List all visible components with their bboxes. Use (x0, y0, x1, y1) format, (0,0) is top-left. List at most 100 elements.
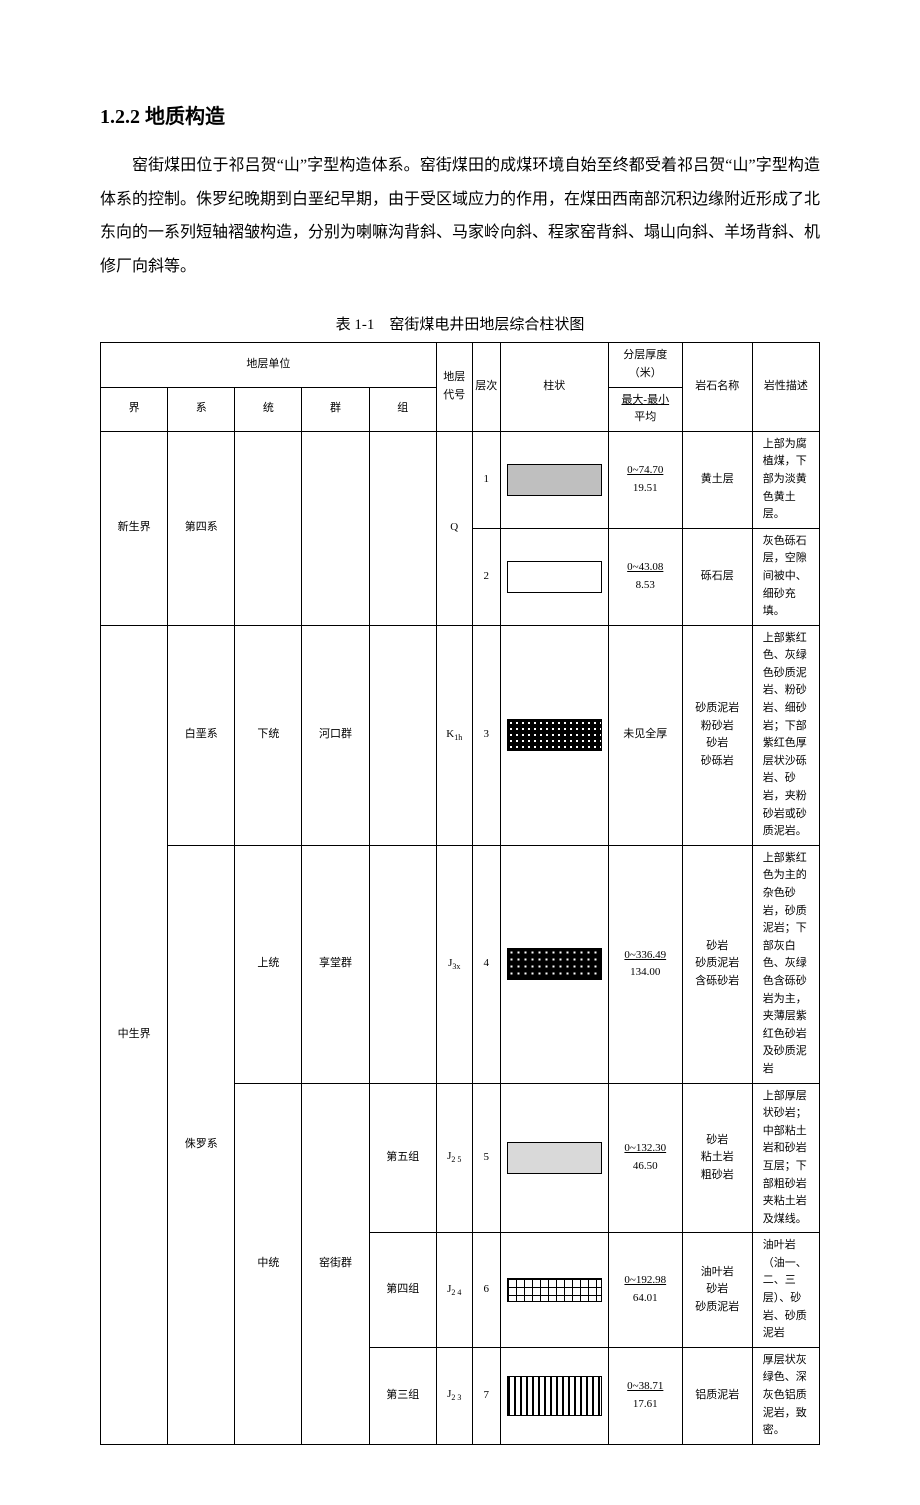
hdr-code: 地层代号 (436, 343, 472, 431)
cell-seq: 3 (472, 625, 500, 845)
cell-qun: 河口群 (302, 625, 369, 845)
hdr-qun: 群 (302, 387, 369, 431)
cell-code: J2 5 (436, 1083, 472, 1233)
cell-zu (369, 625, 436, 845)
cell-code: J3x (436, 845, 472, 1083)
thick-avg: 19.51 (633, 482, 658, 494)
cell-seq: 5 (472, 1083, 500, 1233)
thick-range: 0~38.71 (627, 1380, 663, 1392)
hdr-seq: 层次 (472, 343, 500, 431)
hdr-unit-group: 地层单位 (101, 343, 437, 387)
cell-zu: 第四组 (369, 1233, 436, 1348)
cell-pattern (500, 528, 608, 625)
hdr-thick-range: 最大-最小 (621, 394, 669, 406)
cell-rockname: 油叶岩砂岩砂质泥岩 (682, 1233, 752, 1348)
pattern-swatch (507, 1142, 602, 1174)
hdr-jie: 界 (101, 387, 168, 431)
cell-rockdesc: 灰色砾石层，空隙间被中、细砂充填。 (752, 528, 819, 625)
cell-thick: 0~38.71 17.61 (608, 1347, 682, 1444)
cell-rockdesc: 上部紫红色为主的杂色砂岩，砂质泥岩；下部灰白色、灰绿色含砾砂岩为主，夹薄层紫红色… (752, 845, 819, 1083)
cell-rockname: 砂岩砂质泥岩含砾砂岩 (682, 845, 752, 1083)
cell-rockdesc: 上部为腐植煤，下部为淡黄色黄土层。 (752, 431, 819, 528)
cell-qun (302, 431, 369, 625)
cell-rockdesc: 上部紫红色、灰绿色砂质泥岩、粉砂岩、细砂岩；下部紫红色厚层状沙砾岩、砂岩，夹粉砂… (752, 625, 819, 845)
table-header-row: 地层单位 地层代号 层次 柱状 分层厚度（米） 岩石名称 岩性描述 (101, 343, 820, 387)
cell-pattern (500, 1083, 608, 1233)
thick-avg: 64.01 (633, 1292, 658, 1304)
cell-tong: 上统 (235, 845, 302, 1083)
hdr-pattern: 柱状 (500, 343, 608, 431)
pattern-swatch (507, 719, 602, 751)
hdr-rockname: 岩石名称 (682, 343, 752, 431)
cell-code: K1h (436, 625, 472, 845)
cell-tong: 下统 (235, 625, 302, 845)
cell-rockname: 砂质泥岩粉砂岩砂岩砂砾岩 (682, 625, 752, 845)
thick-range: 0~43.08 (627, 561, 663, 573)
cell-thick: 0~74.70 19.51 (608, 431, 682, 528)
hdr-thick-top: 分层厚度（米） (608, 343, 682, 387)
cell-code: J2 4 (436, 1233, 472, 1348)
thick-avg: 17.61 (633, 1398, 658, 1410)
cell-code: Q (436, 431, 472, 625)
cell-tong: 中统 (235, 1083, 302, 1444)
cell-tong (235, 431, 302, 625)
cell-rockname: 铝质泥岩 (682, 1347, 752, 1444)
hdr-tong: 统 (235, 387, 302, 431)
cell-jie: 中生界 (101, 625, 168, 1444)
cell-rockdesc: 厚层状灰绿色、深灰色铝质泥岩，致密。 (752, 1347, 819, 1444)
pattern-swatch (507, 1278, 602, 1302)
hdr-thick-avg: 平均 (634, 411, 656, 423)
thick-avg: 134.00 (630, 966, 660, 978)
cell-rockname: 黄土层 (682, 431, 752, 528)
pattern-swatch (507, 464, 602, 496)
thick-range: 0~192.98 (624, 1274, 666, 1286)
table-caption: 表 1-1 窑街煤电井田地层综合柱状图 (100, 313, 820, 334)
cell-thick: 0~43.08 8.53 (608, 528, 682, 625)
hdr-thick-bot: 最大-最小 平均 (608, 387, 682, 431)
cell-rockdesc: 上部厚层状砂岩；中部粘土岩和砂岩互层；下部粗砂岩夹粘土岩及煤线。 (752, 1083, 819, 1233)
cell-rockdesc: 油叶岩（油一、二、三层）、砂岩、砂质泥岩 (752, 1233, 819, 1348)
cell-seq: 6 (472, 1233, 500, 1348)
hdr-xi: 系 (168, 387, 235, 431)
cell-qun: 窑街群 (302, 1083, 369, 1444)
cell-code: J2 3 (436, 1347, 472, 1444)
cell-zu (369, 431, 436, 625)
pattern-swatch (507, 561, 602, 593)
cell-rockname: 砾石层 (682, 528, 752, 625)
stratigraphic-table: 地层单位 地层代号 层次 柱状 分层厚度（米） 岩石名称 岩性描述 界 系 统 … (100, 342, 820, 1444)
cell-seq: 1 (472, 431, 500, 528)
cell-jie: 新生界 (101, 431, 168, 625)
table-row: 中生界 白垩系 下统 河口群 K1h 3 未见全厚 砂质泥岩粉砂岩砂岩砂砾岩 上… (101, 625, 820, 845)
cell-zu: 第五组 (369, 1083, 436, 1233)
thick-range: 0~74.70 (627, 464, 663, 476)
thick-range: 0~132.30 (624, 1142, 666, 1154)
body-paragraph: 窑街煤田位于祁吕贺“山”字型构造体系。窑街煤田的成煤环境自始至终都受着祁吕贺“山… (100, 149, 820, 283)
cell-seq: 2 (472, 528, 500, 625)
cell-thick: 0~336.49 134.00 (608, 845, 682, 1083)
cell-pattern (500, 1347, 608, 1444)
pattern-swatch (507, 948, 602, 980)
cell-thick: 0~132.30 46.50 (608, 1083, 682, 1233)
table-row: 侏罗系 上统 享堂群 J3x 4 0~336.49 134.00 砂岩砂质泥岩含… (101, 845, 820, 1083)
table-row: 新生界 第四系 Q 1 0~74.70 19.51 黄土层 上部为腐植煤，下部为… (101, 431, 820, 528)
cell-qun: 享堂群 (302, 845, 369, 1083)
hdr-zu: 组 (369, 387, 436, 431)
thick-avg: 8.53 (636, 579, 655, 591)
thick-avg: 46.50 (633, 1160, 658, 1172)
cell-pattern (500, 845, 608, 1083)
thick-range: 0~336.49 (624, 949, 666, 961)
cell-rockname: 砂岩粘土岩粗砂岩 (682, 1083, 752, 1233)
cell-pattern (500, 625, 608, 845)
hdr-rockdesc: 岩性描述 (752, 343, 819, 431)
cell-thick: 0~192.98 64.01 (608, 1233, 682, 1348)
section-heading: 1.2.2 地质构造 (100, 100, 820, 129)
cell-zu (369, 845, 436, 1083)
cell-seq: 4 (472, 845, 500, 1083)
cell-pattern (500, 1233, 608, 1348)
cell-pattern (500, 431, 608, 528)
cell-zu: 第三组 (369, 1347, 436, 1444)
cell-xi: 侏罗系 (168, 845, 235, 1444)
cell-seq: 7 (472, 1347, 500, 1444)
cell-xi: 第四系 (168, 431, 235, 625)
cell-xi: 白垩系 (168, 625, 235, 845)
